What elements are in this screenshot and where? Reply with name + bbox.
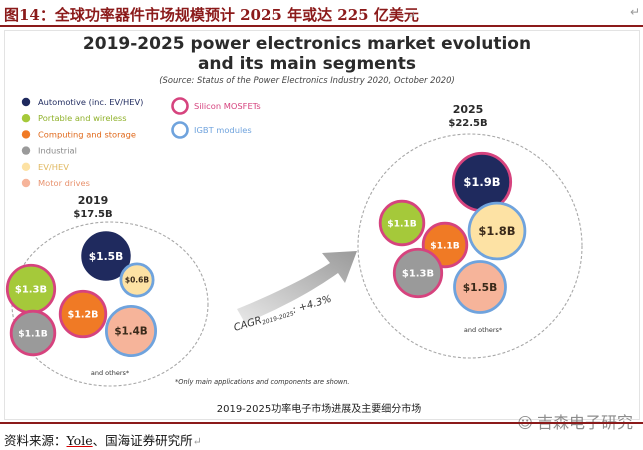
bubble-2019-evhev bbox=[119, 262, 155, 298]
figure-title-bar: 图14：全球功率器件市场规模预计 2025 年或达 225 亿美元 ↵ ↵ bbox=[0, 0, 643, 27]
others-2025: and others* bbox=[464, 326, 503, 334]
source-note: 资料来源：Yole、国海证券研究所↵ bbox=[4, 433, 202, 448]
legend-label-portable: Portable and wireless bbox=[38, 113, 127, 123]
bubble-2019-industrial bbox=[9, 309, 57, 357]
bubble-label-2025-portable: $1.1B bbox=[387, 218, 417, 229]
bubble-label-2025-computing: $1.1B bbox=[430, 240, 460, 251]
paragraph-mark-icon: ↵ bbox=[192, 435, 202, 448]
year-2019-label: 2019 bbox=[78, 194, 109, 207]
growth-arrow bbox=[237, 251, 357, 323]
bubble-label-2019-motor: $1.4B bbox=[114, 326, 147, 338]
source-bar: 资料来源：Yole、国海证券研究所↵ bbox=[0, 422, 643, 450]
bubbles-2025: $1.9B $1.1B $1.8B $1.1B $1.3B $1.5B bbox=[378, 151, 527, 314]
year-2025-total: $22.5B bbox=[448, 118, 487, 129]
legend-dot-evhev bbox=[21, 162, 31, 171]
chart-title-line2: and its main segments bbox=[198, 54, 416, 74]
legend-dot-auto bbox=[21, 97, 31, 107]
bubbles-2019: $1.5B $1.3B $0.6B $1.2B $1.1B $1.4B bbox=[5, 229, 158, 358]
bubble-label-2025-evhev: $1.8B bbox=[478, 224, 515, 238]
figure-title-text: 全球功率器件市场规模预计 2025 年或达 225 亿美元 bbox=[54, 6, 419, 24]
bubble-label-2025-industrial: $1.3B bbox=[402, 269, 434, 280]
figure-number: 图14： bbox=[4, 6, 55, 24]
bubble-label-2019-computing: $1.2B bbox=[68, 309, 99, 320]
bubble-label-2025-motor: $1.5B bbox=[463, 281, 498, 294]
chart-figure: 2019-2025 power electronics market evolu… bbox=[4, 30, 640, 420]
chart-source: (Source: Status of the Power Electronics… bbox=[159, 75, 454, 85]
legend-label-computing: Computing and storage bbox=[38, 129, 136, 139]
bubble-label-2019-portable: $1.3B bbox=[15, 285, 47, 296]
legend-dot-motor bbox=[21, 178, 31, 188]
legend-dot-industrial bbox=[21, 146, 31, 155]
bubble-label-2019-auto: $1.5B bbox=[89, 250, 124, 263]
legend-ring-mosfet bbox=[171, 97, 189, 115]
chart-caption: 2019-2025功率电子市场进展及主要细分市场 bbox=[217, 402, 422, 415]
legend: Automotive (inc. EV/HEV) Portable and wir… bbox=[21, 97, 261, 188]
bubble-label-2019-evhev: $0.6B bbox=[125, 276, 150, 285]
paragraph-mark-icon: ↵ bbox=[406, 9, 416, 22]
bubble-2025-industrial bbox=[392, 247, 444, 299]
cluster-2025-outline bbox=[357, 133, 583, 359]
bubble-chart: 2019-2025 power electronics market evolu… bbox=[5, 34, 583, 415]
bubble-2025-motor bbox=[453, 260, 507, 314]
legend-label-auto: Automotive (inc. EV/HEV) bbox=[38, 97, 143, 107]
others-2019: and others* bbox=[91, 369, 130, 377]
figure-title: 图14：全球功率器件市场规模预计 2025 年或达 225 亿美元 ↵ bbox=[4, 4, 419, 25]
legend-label-evhev: EV/HEV bbox=[38, 162, 69, 172]
legend-dot-computing bbox=[21, 130, 31, 139]
bubble-2019-computing bbox=[58, 289, 108, 339]
legend-label-igbt: IGBT modules bbox=[194, 125, 252, 135]
legend-ring-igbt bbox=[171, 121, 189, 139]
bubble-label-2025-auto: $1.9B bbox=[463, 175, 500, 189]
legend-dot-portable bbox=[21, 114, 31, 123]
bubble-2019-motor bbox=[104, 304, 158, 358]
bubble-2025-portable bbox=[378, 199, 426, 247]
legend-label-motor: Motor drives bbox=[38, 178, 90, 188]
paragraph-mark-icon: ↵ bbox=[629, 5, 640, 19]
year-2019-total: $17.5B bbox=[73, 209, 112, 220]
legend-label-mosfet: Silicon MOSFETs bbox=[194, 101, 261, 111]
year-2025-label: 2025 bbox=[453, 103, 484, 116]
chart-title-line1: 2019-2025 power electronics market evolu… bbox=[83, 34, 531, 54]
bubble-2025-evhev bbox=[467, 201, 527, 261]
footnote: *Only main applications and components a… bbox=[175, 378, 350, 386]
bubble-2019-auto bbox=[79, 229, 133, 283]
bubble-label-2019-industrial: $1.1B bbox=[18, 328, 48, 339]
legend-label-industrial: Industrial bbox=[38, 146, 77, 156]
